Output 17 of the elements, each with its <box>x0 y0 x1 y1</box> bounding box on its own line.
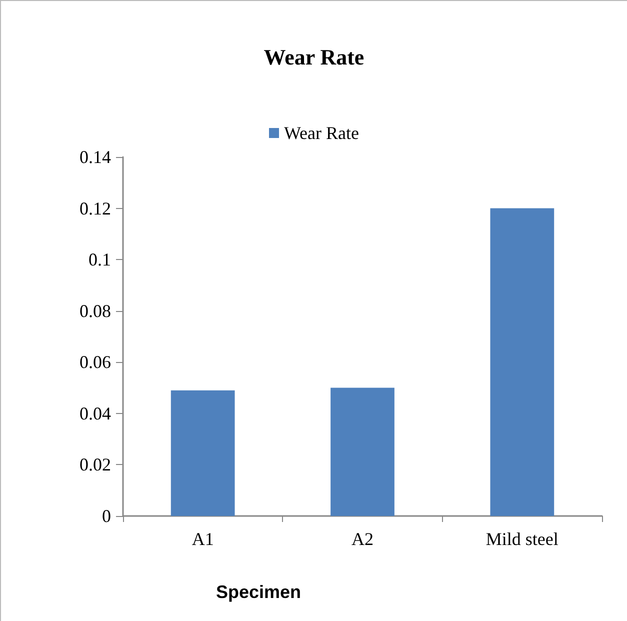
x-tick-label: Mild steel <box>486 529 558 549</box>
legend-label: Wear Rate <box>284 123 360 143</box>
chart-title: Wear Rate <box>264 44 364 70</box>
y-tick-label: 0.04 <box>80 403 111 424</box>
x-tick-label: A2 <box>352 529 374 549</box>
y-tick-label: 0.02 <box>80 454 111 475</box>
x-tick-label: A1 <box>192 529 214 549</box>
y-tick-label: 0.14 <box>80 147 111 167</box>
bar <box>170 390 235 516</box>
y-tick-label: 0 <box>102 506 111 526</box>
bar <box>490 208 554 516</box>
bar <box>330 388 394 516</box>
y-tick-label: 0.06 <box>80 352 111 372</box>
y-tick-label: 0.12 <box>80 198 111 218</box>
y-tick-label: 0.1 <box>88 250 111 270</box>
y-tick-label: 0.08 <box>80 300 111 321</box>
x-axis-title: Specimen <box>216 582 302 602</box>
